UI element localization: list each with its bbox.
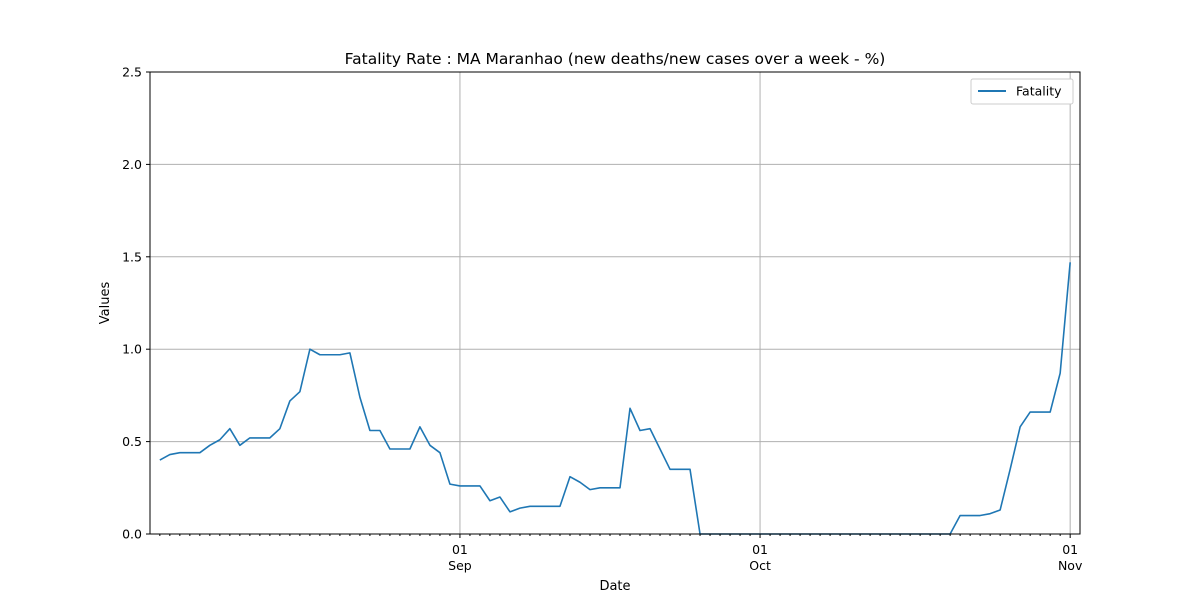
x-tick-label-day: 01	[1062, 542, 1078, 557]
x-tick-label-month: Sep	[448, 558, 472, 573]
legend-box	[970, 78, 1074, 105]
x-tick-label-day: 01	[752, 542, 768, 557]
y-tick-label: 0.5	[122, 434, 142, 449]
y-axis-label: Values	[98, 282, 113, 325]
x-tick-label-month: Oct	[749, 558, 771, 573]
plot-frame	[149, 71, 1081, 535]
x-tick-label-day: 01	[452, 542, 468, 557]
chart-title: Fatality Rate : MA Maranhao (new deaths/…	[345, 50, 886, 68]
legend-label-fatality: Fatality	[1016, 84, 1062, 99]
x-axis-label: Date	[599, 579, 630, 594]
legend: Fatality	[970, 78, 1074, 105]
y-tick-label: 0.0	[122, 527, 142, 542]
y-tick-label: 1.0	[122, 342, 142, 357]
x-tick-label-month: Nov	[1058, 558, 1083, 573]
y-tick-label: 2.5	[122, 65, 142, 80]
y-tick-label: 2.0	[122, 157, 142, 172]
y-tick-label: 1.5	[122, 249, 142, 264]
